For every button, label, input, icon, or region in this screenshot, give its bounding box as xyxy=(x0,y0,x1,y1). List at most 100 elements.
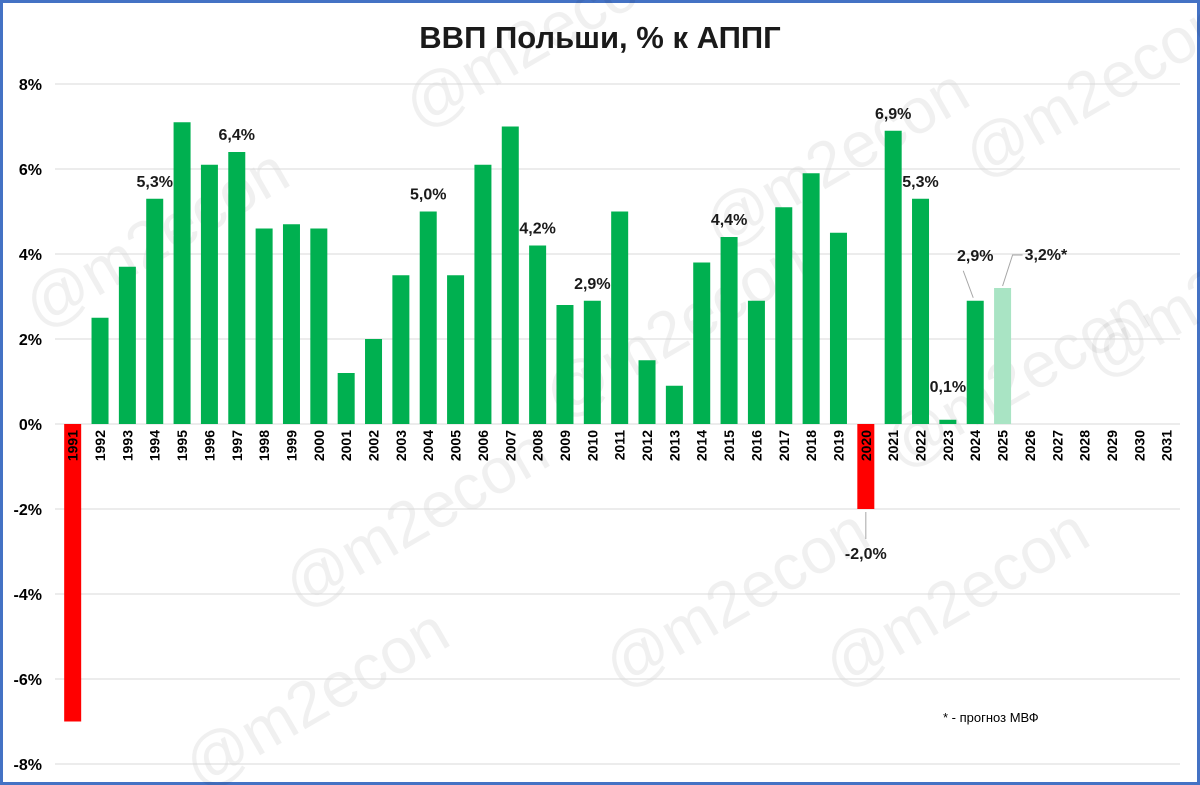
bar-2024 xyxy=(966,300,984,424)
data-label-2021: 6,9% xyxy=(875,106,911,123)
bar-2025 xyxy=(994,288,1012,424)
bar-1991 xyxy=(64,424,82,722)
x-tick-label: 1992 xyxy=(92,430,108,461)
x-tick-label: 2015 xyxy=(721,430,737,461)
data-label-1997: 6,4% xyxy=(219,127,255,144)
bar-2010 xyxy=(583,300,601,424)
bar-2015 xyxy=(720,237,738,424)
bar-1997 xyxy=(228,152,246,424)
data-label-2022: 5,3% xyxy=(902,174,938,191)
y-tick-label: 6% xyxy=(19,162,42,179)
data-label-2010: 2,9% xyxy=(574,276,610,293)
bar-2001 xyxy=(337,373,355,424)
x-tick-label: 1995 xyxy=(174,430,190,461)
watermark-text: @m2econ xyxy=(691,53,980,262)
bar-2007 xyxy=(501,126,519,424)
bar-2005 xyxy=(447,275,465,424)
bar-2020 xyxy=(857,424,875,509)
x-tick-label: 2021 xyxy=(885,430,901,461)
leader-line xyxy=(962,270,974,298)
bar-1992 xyxy=(91,317,109,424)
bar-2014 xyxy=(693,262,711,424)
x-tick-label: 2007 xyxy=(502,430,518,461)
bar-2009 xyxy=(556,305,574,424)
bar-2008 xyxy=(529,245,547,424)
x-tick-label: 1996 xyxy=(201,430,217,461)
bar-2006 xyxy=(474,164,492,424)
bar-2003 xyxy=(392,275,410,424)
bar-1998 xyxy=(255,228,273,424)
y-tick-label: -6% xyxy=(14,672,42,689)
bars xyxy=(64,122,1012,722)
x-tick-label: 2011 xyxy=(612,430,628,461)
bar-1994 xyxy=(146,198,164,424)
bar-2019 xyxy=(829,232,847,424)
x-tick-label: 2026 xyxy=(1022,430,1038,461)
x-axis: 1991 1992 1993 1994 1995 1996 1997 1998 1999 2000… xyxy=(65,430,1175,461)
x-tick-label: 2004 xyxy=(420,430,436,461)
x-tick-label: 1994 xyxy=(147,430,163,461)
x-tick-label: 2013 xyxy=(666,430,682,461)
x-tick-label: 2006 xyxy=(475,430,491,461)
y-axis: -8% -6% -4% -2% 0% 2% 4% 6% 8% xyxy=(14,77,42,774)
x-tick-label: 2028 xyxy=(1077,430,1093,461)
x-tick-label: 2027 xyxy=(1049,430,1065,461)
bar-2002 xyxy=(365,339,383,424)
y-tick-label: -8% xyxy=(14,757,42,774)
chart-title: ВВП Польши, % к АППГ xyxy=(419,20,780,55)
x-tick-label: 2016 xyxy=(748,430,764,461)
x-tick-label: 2000 xyxy=(311,430,327,461)
x-tick-label: 1991 xyxy=(65,430,81,461)
bar-2023 xyxy=(939,419,957,424)
bar-2000 xyxy=(310,228,328,424)
footnote: * - прогноз МВФ xyxy=(943,710,1039,725)
data-label-2015: 4,4% xyxy=(711,212,747,229)
x-tick-label: 2024 xyxy=(967,430,983,461)
y-tick-label: -4% xyxy=(14,587,42,604)
bar-2017 xyxy=(775,207,793,424)
x-tick-label: 2022 xyxy=(913,430,929,461)
bar-2021 xyxy=(884,130,902,424)
bar-1995 xyxy=(173,122,191,424)
bar-2011 xyxy=(611,211,629,424)
x-tick-label: 2014 xyxy=(694,430,710,461)
bar-1999 xyxy=(282,224,300,424)
x-tick-label: 2002 xyxy=(366,430,382,461)
data-label-2004: 5,0% xyxy=(410,187,446,204)
watermark-text: @m2econ xyxy=(951,0,1200,192)
bar-2012 xyxy=(638,360,656,424)
x-tick-label: 2031 xyxy=(1159,430,1175,461)
x-tick-label: 2003 xyxy=(393,430,409,461)
x-tick-label: 2020 xyxy=(858,430,874,461)
y-tick-label: -2% xyxy=(14,502,42,519)
bar-2018 xyxy=(802,173,820,424)
x-tick-label: 1998 xyxy=(256,430,272,461)
bar-1996 xyxy=(200,164,218,424)
x-tick-label: 1999 xyxy=(283,430,299,461)
data-label-1994: 5,3% xyxy=(136,174,172,191)
y-tick-label: 0% xyxy=(19,417,42,434)
data-label-2025: 3,2%* xyxy=(1025,247,1068,264)
x-tick-label: 2025 xyxy=(995,430,1011,461)
leader-line xyxy=(1002,254,1023,287)
x-tick-label: 2018 xyxy=(803,430,819,461)
data-label-2024: 2,9% xyxy=(957,248,993,265)
data-label-2023: 0,1% xyxy=(930,379,966,396)
watermark-text: @m2econ xyxy=(1071,183,1200,392)
x-tick-label: 2010 xyxy=(584,430,600,461)
data-label-2020: -2,0% xyxy=(845,546,887,563)
x-tick-label: 2009 xyxy=(557,430,573,461)
bar-1993 xyxy=(118,266,136,424)
x-tick-label: 2001 xyxy=(338,430,354,461)
y-tick-label: 2% xyxy=(19,332,42,349)
data-labels: 5,3% 6,4% 5,0% 4,2% 2,9% 4,4% -2,0% 6,9% 5,3% 0,1… xyxy=(136,106,1068,563)
bar-2004 xyxy=(419,211,437,424)
x-tick-label: 2012 xyxy=(639,430,655,461)
watermark-text: @m2econ xyxy=(171,593,460,785)
x-tick-label: 1997 xyxy=(229,430,245,461)
bar-2022 xyxy=(912,198,930,424)
x-tick-label: 2030 xyxy=(1131,430,1147,461)
data-label-2008: 4,2% xyxy=(519,221,555,238)
bar-2016 xyxy=(747,300,765,424)
